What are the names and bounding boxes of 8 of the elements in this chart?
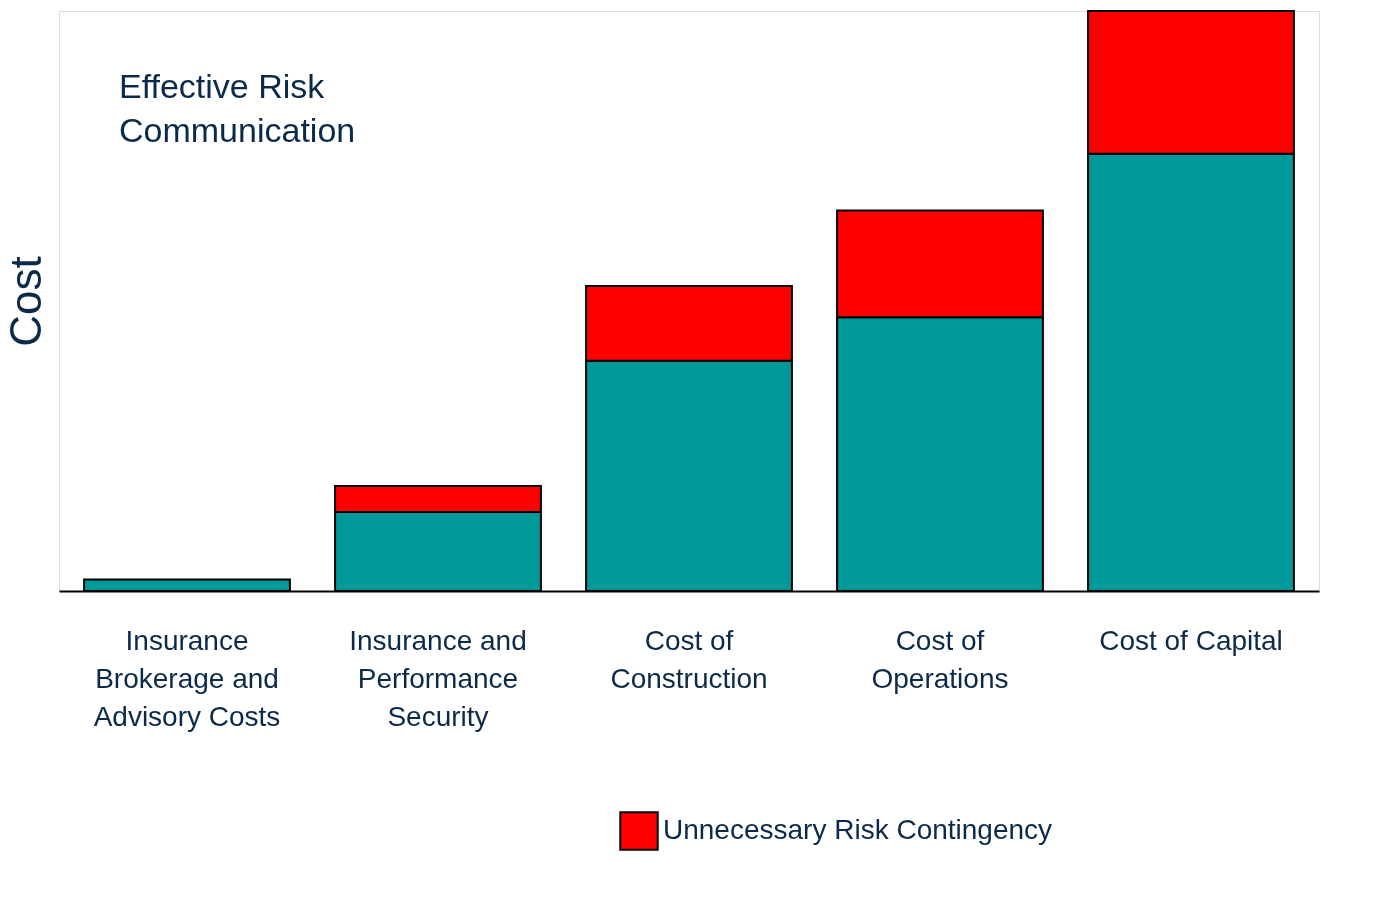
y-axis-title: Cost	[0, 256, 50, 347]
annotation: Effective Risk Communication	[119, 67, 356, 149]
x-tick-label: Insurance and Performance Security	[349, 624, 527, 732]
legend-label: Unnecessary Risk Contingency	[663, 814, 1053, 845]
x-tick-label: Cost of Construction	[610, 624, 768, 694]
x-tick-label: Insurance Brokerage and Advisory Costs	[93, 624, 281, 732]
x-tick-label: Cost of Capital	[1099, 624, 1283, 656]
x-tick-label: Cost of Operations	[871, 624, 1009, 694]
